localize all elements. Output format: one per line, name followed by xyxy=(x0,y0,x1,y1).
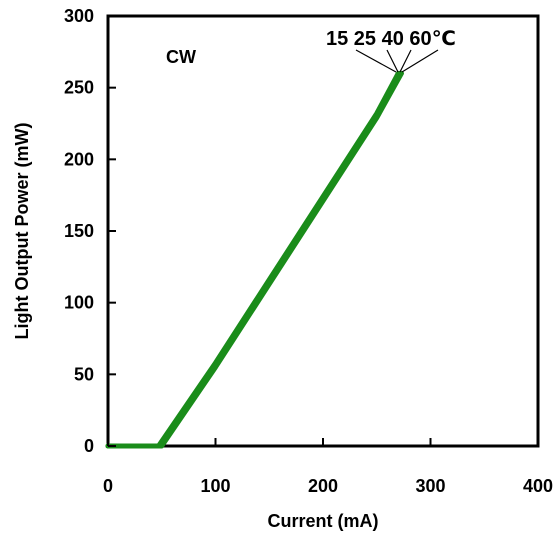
series-line-1 xyxy=(105,70,401,449)
y-tick-label: 0 xyxy=(84,436,94,456)
x-axis-title: Current (mA) xyxy=(268,511,379,531)
leader-line-15 xyxy=(355,49,397,73)
y-tick-label: 250 xyxy=(64,78,94,98)
leader-line-60 xyxy=(401,49,439,73)
series-line-2 xyxy=(105,70,402,449)
tick-layer: 0 100 200 300 400 0 50 100 150 200 250 300 xyxy=(64,6,553,496)
x-tick-label: 200 xyxy=(308,476,338,496)
temperature-leader-lines xyxy=(355,49,439,73)
plot-area-frame xyxy=(106,14,540,448)
temperature-annotation: 15 25 40 60℃ xyxy=(326,28,456,50)
x-tick-label: 100 xyxy=(200,476,230,496)
series-layer xyxy=(105,70,404,449)
x-tick-label: 400 xyxy=(523,476,553,496)
leader-line-40 xyxy=(399,49,412,73)
y-axis-title: Light Output Power (mW) xyxy=(12,123,32,340)
leader-line-25 xyxy=(386,49,399,73)
y-tick-label: 100 xyxy=(64,293,94,313)
y-tick-label: 300 xyxy=(64,6,94,26)
y-tick-label: 200 xyxy=(64,149,94,169)
series-line-4 xyxy=(105,70,404,449)
x-tick-label: 300 xyxy=(415,476,445,496)
cw-annotation: CW xyxy=(166,47,196,67)
y-tick-label: 50 xyxy=(74,364,94,384)
y-tick-label: 150 xyxy=(64,221,94,241)
series-line-3 xyxy=(105,70,403,449)
x-tick-label: 0 xyxy=(103,476,113,496)
